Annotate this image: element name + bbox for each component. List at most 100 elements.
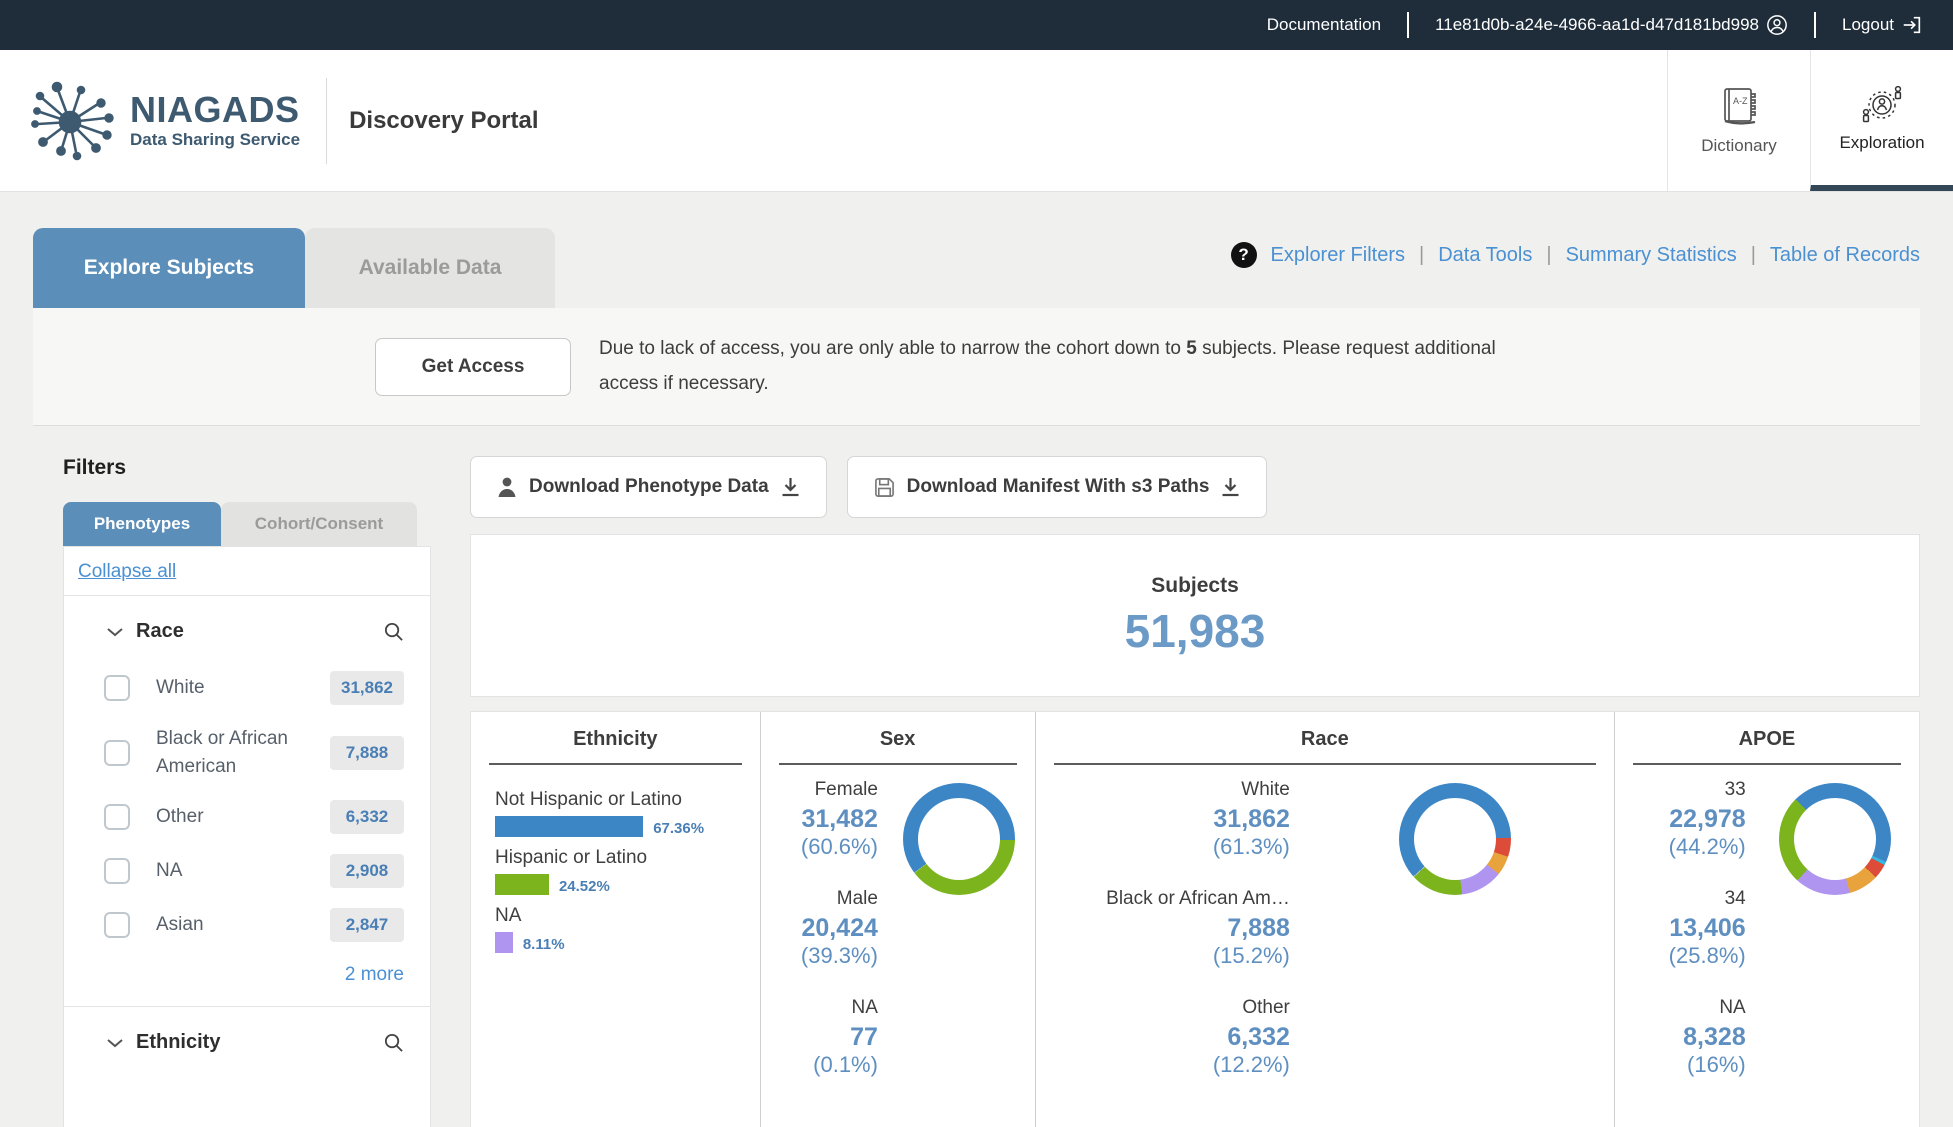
svg-text:A-Z: A-Z: [1733, 96, 1748, 106]
nav-exploration-label: Exploration: [1839, 132, 1925, 152]
bar-row: 67.36%: [495, 816, 736, 837]
checkbox[interactable]: [104, 739, 130, 766]
search-icon[interactable]: [383, 621, 404, 642]
quick-link-summary-statistics[interactable]: Summary Statistics: [1565, 243, 1737, 266]
checkbox[interactable]: [104, 675, 130, 701]
stat-value: 22,978: [1669, 805, 1746, 833]
download-buttons-row: Download Phenotype Data Download Manifes…: [470, 456, 1920, 518]
filter-item-count: 31,862: [330, 671, 404, 705]
filters-sidebar: Filters Phenotypes Cohort/Consent Collap…: [33, 456, 470, 1127]
nav-exploration[interactable]: Exploration: [1810, 50, 1953, 191]
stat-group: NA 77 (0.1%): [761, 997, 878, 1078]
get-access-button[interactable]: Get Access: [375, 337, 571, 396]
nav-dictionary-label: Dictionary: [1701, 135, 1777, 155]
stat-percent: (0.1%): [813, 1052, 878, 1077]
filter-item-count: 7,888: [330, 735, 404, 770]
quick-links: ? Explorer Filters | Data Tools | Summary St…: [1230, 242, 1920, 268]
donut-chart-body: Female 31,482 (60.6%) Male 20,424 (39.3%) NA 77…: [761, 779, 1035, 1106]
brand-subtitle: Data Sharing Service: [130, 129, 301, 149]
help-icon[interactable]: ?: [1230, 242, 1257, 268]
filter-section-label: Race: [136, 620, 184, 642]
stat-value: 6,332: [1227, 1023, 1290, 1051]
checkbox[interactable]: [104, 804, 130, 831]
stat-percent: (61.3%): [1212, 834, 1290, 859]
stat-label: 34: [1724, 888, 1746, 909]
charts-card: Ethnicity Not Hispanic or Latino 67.36% His…: [470, 711, 1920, 1127]
tab-explore-subjects[interactable]: Explore Subjects: [33, 228, 305, 308]
bar-value-label: 24.52%: [558, 878, 610, 895]
filter-item: NA 2,908: [64, 844, 430, 898]
stat-label: NA: [1719, 997, 1746, 1018]
stat-group: Female 31,482 (60.6%): [761, 779, 878, 860]
filter-item-label: Other: [156, 806, 204, 828]
filter-section-ethnicity[interactable]: Ethnicity: [64, 1007, 430, 1072]
chevron-down-icon: [106, 626, 124, 638]
user-id-item[interactable]: 11e81d0b-a24e-4966-aa1d-d47d181bd998: [1435, 14, 1788, 36]
filter-item: Black or African American 7,888: [64, 715, 430, 790]
bar-label: NA: [495, 905, 522, 926]
filter-section-race[interactable]: Race: [64, 596, 430, 661]
donut-wrap: [884, 779, 1035, 1106]
exploration-people-icon: [1859, 83, 1905, 125]
user-id-label: 11e81d0b-a24e-4966-aa1d-d47d181bd998: [1435, 15, 1759, 34]
brand-logo-block[interactable]: NIAGADS Data Sharing Service: [0, 50, 300, 191]
dictionary-book-icon: A-Z: [1717, 86, 1761, 128]
topbar-divider: [1407, 12, 1410, 38]
stat-percent: (25.8%): [1668, 943, 1746, 968]
collapse-all-link[interactable]: Collapse all: [78, 561, 177, 582]
stat-value: 8,328: [1683, 1023, 1746, 1051]
chart-column-ethnicity: Ethnicity Not Hispanic or Latino 67.36% His…: [471, 712, 761, 1127]
show-more-link[interactable]: 2 more: [344, 964, 404, 986]
bar-label: Hispanic or Latino: [495, 847, 648, 868]
nav-dictionary[interactable]: A-Z Dictionary: [1667, 50, 1810, 191]
checkbox[interactable]: [104, 858, 130, 885]
stat-value: 20,424: [801, 914, 878, 942]
bar-label: Not Hispanic or Latino: [495, 789, 682, 810]
search-icon[interactable]: [383, 1032, 404, 1053]
bar-segment: [495, 816, 644, 837]
bar-segment: [495, 874, 549, 895]
access-notice-text: Due to lack of access, you are only able…: [599, 332, 1529, 400]
stat-label: NA: [851, 997, 878, 1018]
stat-group: White 31,862 (61.3%): [1036, 779, 1290, 860]
download-phenotype-button[interactable]: Download Phenotype Data: [470, 456, 827, 518]
bar-row: 24.52%: [495, 874, 736, 895]
filter-item: Other 6,332: [64, 790, 430, 844]
tab-available-data[interactable]: Available Data: [305, 228, 555, 308]
logout-icon: [1901, 14, 1923, 36]
quick-link-table-of-records[interactable]: Table of Records: [1769, 243, 1920, 266]
filter-item-list: White 31,862 Black or African American 7,88…: [64, 661, 430, 952]
quick-link-data-tools[interactable]: Data Tools: [1438, 243, 1533, 266]
subjects-count: 51,983: [1124, 604, 1266, 657]
chart-column-sex: Sex Female 31,482 (60.6%) Male 20,424 (39.3%) N…: [761, 712, 1036, 1127]
chevron-down-icon: [106, 1037, 124, 1049]
checkbox[interactable]: [104, 912, 130, 939]
tab-phenotypes[interactable]: Phenotypes: [63, 502, 221, 546]
top-bar: Documentation 11e81d0b-a24e-4966-aa1d-d4…: [0, 0, 1953, 50]
filter-section-label: Ethnicity: [136, 1031, 221, 1054]
download-manifest-button[interactable]: Download Manifest With s3 Paths: [846, 456, 1268, 518]
stat-percent: (39.3%): [800, 943, 878, 968]
filter-item-count: 2,908: [330, 854, 404, 889]
quick-link-separator: |: [1546, 243, 1552, 266]
brand-text: NIAGADS Data Sharing Service: [130, 91, 301, 150]
documentation-link[interactable]: Documentation: [1267, 15, 1381, 35]
chart-stats: 33 22,978 (44.2%) 34 13,406 (25.8%) NA 8,328 (16…: [1615, 779, 1752, 1106]
filter-item-label: Asian: [156, 914, 204, 936]
donut-chart-body: 33 22,978 (44.2%) 34 13,406 (25.8%) NA 8,328 (16…: [1615, 779, 1919, 1106]
donut-wrap: [1752, 779, 1919, 1106]
stat-label: Male: [836, 888, 878, 909]
access-text-before: Due to lack of access, you are only able…: [599, 338, 1187, 360]
stat-group: NA 8,328 (16%): [1615, 997, 1746, 1078]
quick-link-explorer-filters[interactable]: Explorer Filters: [1270, 243, 1406, 266]
logout-button[interactable]: Logout: [1842, 14, 1923, 36]
app-header: NIAGADS Data Sharing Service Discovery P…: [0, 50, 1953, 192]
stat-value: 77: [850, 1023, 878, 1051]
stat-label: Black or African Am…: [1106, 888, 1290, 909]
page-title: Discovery Portal: [349, 106, 539, 134]
header-divider: [326, 77, 328, 164]
tab-cohort-consent[interactable]: Cohort/Consent: [221, 502, 417, 546]
quick-link-separator: |: [1419, 243, 1425, 266]
chart-stats: Female 31,482 (60.6%) Male 20,424 (39.3%) NA 77…: [761, 779, 884, 1106]
main-content: Explore Subjects Available Data ? Explor…: [0, 192, 1953, 1127]
